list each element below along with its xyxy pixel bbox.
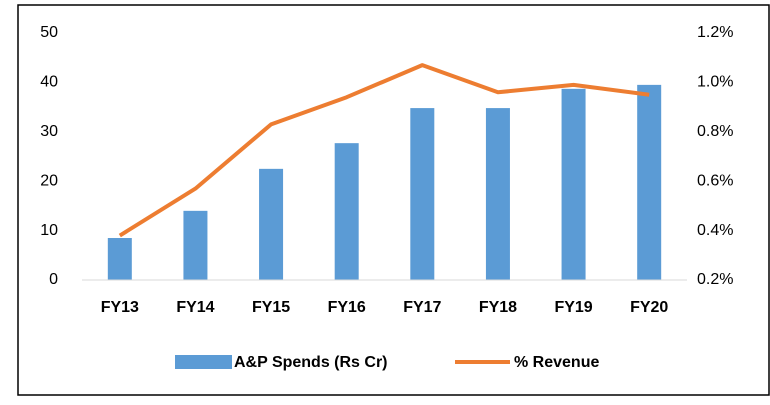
x-tick-label: FY19: [554, 299, 592, 316]
y2-tick-label: 0.8%: [697, 123, 733, 140]
x-tick-label: FY13: [101, 299, 139, 316]
bar: [561, 88, 586, 281]
y-tick-label: 20: [40, 172, 58, 189]
legend-label: A&P Spends (Rs Cr): [234, 354, 388, 371]
x-tick-label: FY20: [630, 299, 668, 316]
bar: [485, 108, 510, 280]
x-tick-label: FY18: [479, 299, 517, 316]
bar: [410, 108, 435, 280]
legend-label: % Revenue: [514, 354, 599, 371]
y2-tick-label: 1.2%: [697, 24, 733, 41]
legend-swatch: [175, 355, 232, 369]
y-tick-label: 0: [49, 271, 58, 288]
x-tick-label: FY15: [252, 299, 290, 316]
y-tick-label: 30: [40, 123, 58, 140]
bar: [334, 143, 359, 280]
y-tick-label: 50: [40, 24, 58, 41]
y2-tick-label: 1.0%: [697, 74, 733, 91]
y2-tick-label: 0.2%: [697, 271, 733, 288]
y2-tick-label: 0.6%: [697, 172, 733, 189]
y-tick-label: 10: [40, 222, 58, 239]
y2-tick-label: 0.4%: [697, 222, 733, 239]
bar: [183, 210, 208, 280]
bar: [637, 84, 662, 281]
x-tick-label: FY17: [403, 299, 441, 316]
y-tick-label: 40: [40, 74, 58, 91]
x-tick-label: FY16: [328, 299, 366, 316]
x-tick-label: FY14: [176, 299, 214, 316]
line: [118, 63, 650, 238]
bar: [259, 168, 284, 280]
bar: [107, 238, 132, 280]
